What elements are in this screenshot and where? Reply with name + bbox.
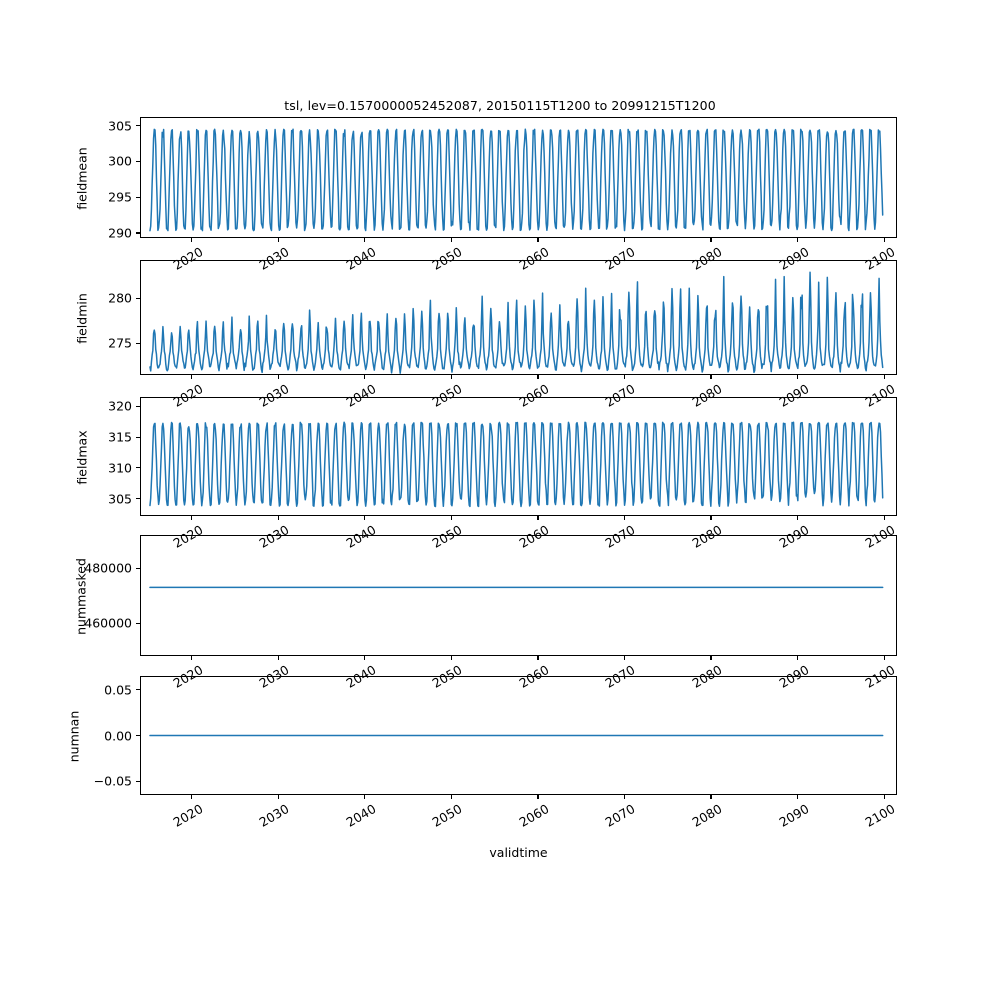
subplot-nummasked — [140, 535, 897, 656]
series-line-numnan — [141, 677, 896, 794]
ytick-label-fieldmax: 305 — [108, 491, 132, 507]
xtick-mark-nummasked — [450, 656, 452, 660]
xtick-mark-fieldmax — [797, 516, 799, 520]
ytick-mark-fieldmean — [136, 125, 140, 127]
plot-area-nummasked — [141, 536, 896, 655]
xtick-mark-fieldmax — [537, 516, 539, 520]
ytick-mark-numnan — [136, 689, 140, 691]
ytick-mark-fieldmean — [136, 232, 140, 234]
xtick-mark-fieldmin — [797, 375, 799, 379]
xtick-mark-fieldmin — [537, 375, 539, 379]
xtick-mark-fieldmean — [277, 238, 279, 242]
ytick-label-numnan: 0.05 — [104, 682, 132, 698]
xtick-mark-nummasked — [883, 656, 885, 660]
xtick-mark-fieldmean — [710, 238, 712, 242]
xtick-mark-numnan — [364, 795, 366, 799]
ytick-label-numnan: 0.00 — [104, 728, 132, 743]
xtick-mark-nummasked — [623, 656, 626, 660]
xtick-mark-numnan — [277, 795, 279, 799]
xtick-mark-nummasked — [277, 656, 279, 660]
ytick-mark-fieldmax — [136, 498, 140, 500]
xtick-mark-fieldmax — [710, 516, 712, 520]
series-line-fieldmin — [141, 261, 896, 374]
xtick-mark-fieldmean — [537, 238, 539, 242]
xtick-mark-nummasked — [537, 656, 539, 660]
xtick-mark-nummasked — [797, 656, 799, 660]
xtick-mark-numnan — [450, 795, 452, 799]
ytick-label-fieldmax: 315 — [108, 429, 132, 445]
plot-area-fieldmean — [141, 118, 896, 237]
ytick-mark-nummasked — [136, 622, 140, 624]
subplot-fieldmax — [140, 397, 897, 516]
ytick-label-fieldmean: 300 — [108, 153, 132, 169]
xaxis-label: validtime — [489, 845, 548, 860]
ytick-mark-fieldmean — [136, 196, 140, 198]
ytick-label-fieldmean: 305 — [108, 118, 132, 134]
ytick-mark-numnan — [136, 780, 140, 782]
series-line-nummasked — [141, 536, 896, 655]
xtick-mark-fieldmean — [623, 238, 626, 242]
ytick-mark-fieldmin — [136, 342, 140, 344]
xtick-mark-fieldmin — [450, 375, 452, 379]
ytick-label-fieldmean: 295 — [108, 189, 132, 205]
plot-area-numnan — [141, 677, 896, 794]
subplot-fieldmean — [140, 117, 897, 238]
xtick-mark-nummasked — [710, 656, 712, 660]
xtick-mark-fieldmax — [883, 516, 885, 520]
xtick-mark-fieldmean — [364, 238, 366, 242]
ytick-mark-fieldmax — [136, 405, 140, 407]
xtick-mark-fieldmax — [364, 516, 366, 520]
xtick-mark-fieldmin — [883, 375, 885, 379]
xtick-mark-fieldmean — [797, 238, 799, 242]
ytick-mark-fieldmax — [136, 467, 140, 469]
xtick-mark-numnan — [883, 795, 885, 799]
series-line-fieldmean — [141, 118, 896, 237]
xtick-mark-fieldmax — [623, 516, 626, 520]
xtick-mark-fieldmin — [277, 375, 279, 379]
xtick-mark-numnan — [623, 795, 626, 799]
ytick-label-numnan: −0.05 — [93, 773, 132, 789]
xtick-mark-fieldmin — [710, 375, 712, 379]
plot-area-fieldmax — [141, 398, 896, 515]
ytick-label-fieldmax: 310 — [108, 460, 132, 476]
xtick-mark-fieldmax — [191, 516, 193, 520]
xtick-mark-numnan — [797, 795, 799, 799]
ytick-mark-fieldmin — [136, 297, 140, 299]
ytick-mark-fieldmax — [136, 436, 140, 438]
xtick-mark-fieldmax — [277, 516, 279, 520]
ytick-label-nummasked: 460000 — [84, 615, 132, 631]
xtick-mark-nummasked — [364, 656, 366, 660]
ytick-mark-numnan — [136, 735, 140, 737]
xtick-mark-numnan — [537, 795, 539, 799]
ylabel-fieldmean: fieldmean — [74, 147, 90, 210]
xtick-mark-fieldmin — [364, 375, 366, 379]
xtick-mark-fieldmean — [883, 238, 885, 242]
xtick-mark-fieldmin — [623, 375, 626, 379]
figure-title: tsl, lev=0.1570000052452087, 20150115T12… — [284, 98, 716, 113]
xtick-mark-numnan — [710, 795, 712, 799]
xtick-mark-fieldmin — [191, 375, 193, 379]
xtick-mark-numnan — [191, 795, 193, 799]
ylabel-nummasked: nummasked — [73, 558, 89, 635]
xtick-mark-fieldmean — [191, 238, 193, 242]
subplot-fieldmin — [140, 260, 897, 375]
xtick-mark-nummasked — [191, 656, 193, 660]
xtick-mark-fieldmean — [450, 238, 452, 242]
ytick-mark-nummasked — [136, 567, 140, 569]
ytick-label-nummasked: 480000 — [84, 560, 132, 576]
ytick-label-fieldmin: 275 — [108, 335, 132, 351]
ytick-mark-fieldmean — [136, 160, 140, 162]
ytick-label-fieldmean: 290 — [108, 225, 132, 241]
ytick-label-fieldmax: 320 — [108, 398, 132, 414]
subplot-numnan — [140, 676, 897, 795]
xtick-mark-fieldmax — [450, 516, 452, 520]
ytick-label-fieldmin: 280 — [108, 290, 132, 306]
series-line-fieldmax — [141, 398, 896, 515]
plot-area-fieldmin — [141, 261, 896, 374]
ylabel-fieldmin: fieldmin — [74, 293, 90, 344]
